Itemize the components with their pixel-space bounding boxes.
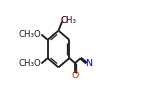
- Text: CH₃O: CH₃O: [18, 59, 41, 68]
- Text: CH₃: CH₃: [60, 16, 76, 25]
- Text: O: O: [71, 71, 79, 80]
- Text: O: O: [60, 16, 68, 25]
- Text: CH₃O: CH₃O: [18, 30, 41, 39]
- Text: N: N: [85, 59, 92, 68]
